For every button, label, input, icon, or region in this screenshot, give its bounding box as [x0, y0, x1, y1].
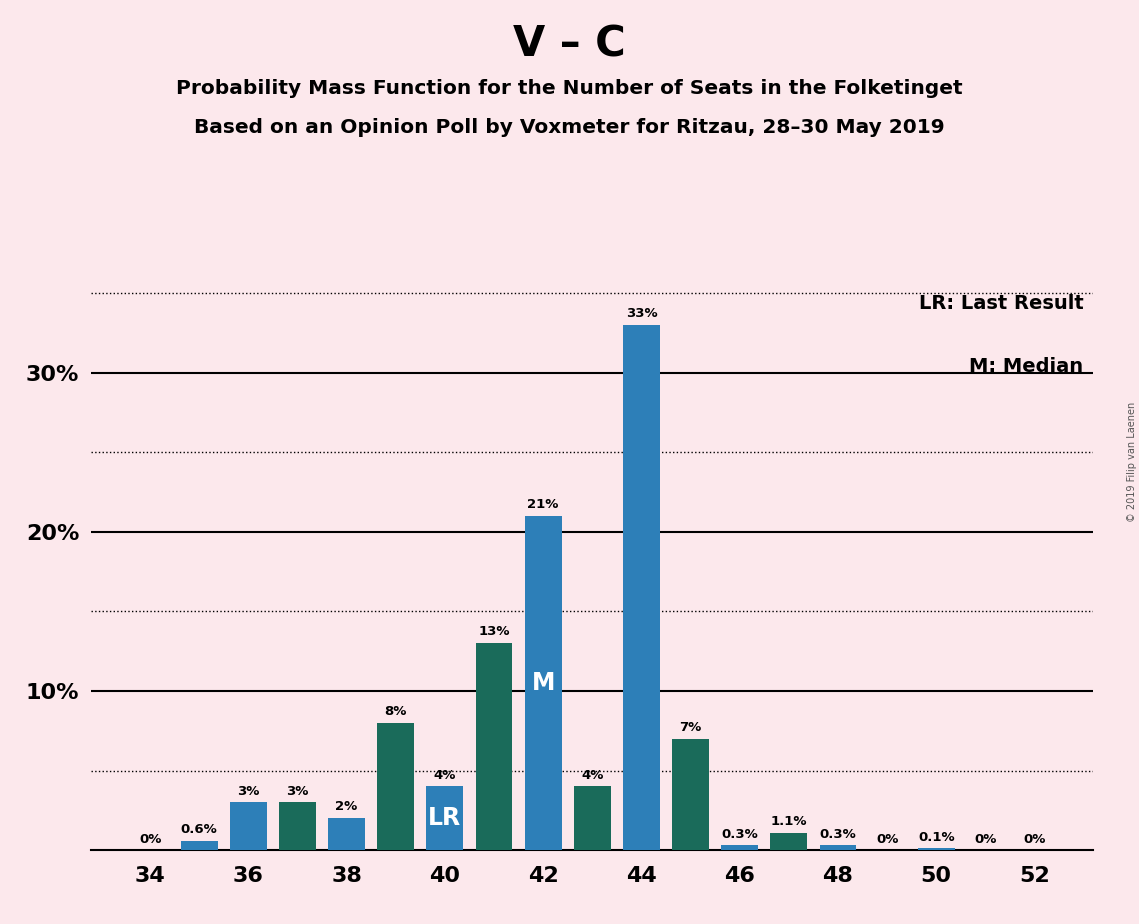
Text: M: Median: M: Median — [969, 358, 1083, 376]
Text: 0.3%: 0.3% — [721, 828, 759, 841]
Text: LR: LR — [428, 807, 461, 831]
Text: 33%: 33% — [625, 307, 657, 321]
Text: 4%: 4% — [434, 769, 456, 782]
Text: 4%: 4% — [581, 769, 604, 782]
Text: 2%: 2% — [336, 800, 358, 813]
Text: M: M — [532, 671, 555, 695]
Text: 3%: 3% — [237, 784, 260, 797]
Text: 21%: 21% — [527, 498, 559, 511]
Bar — [672, 738, 708, 850]
Bar — [377, 723, 415, 850]
Text: 3%: 3% — [286, 784, 309, 797]
Bar — [476, 643, 513, 850]
Bar — [820, 845, 857, 850]
Text: © 2019 Filip van Laenen: © 2019 Filip van Laenen — [1126, 402, 1137, 522]
Bar — [721, 845, 759, 850]
Text: 0.6%: 0.6% — [181, 822, 218, 835]
Text: 0.3%: 0.3% — [820, 828, 857, 841]
Bar — [230, 802, 267, 850]
Text: 0%: 0% — [1023, 833, 1046, 846]
Bar — [574, 786, 611, 850]
Bar — [918, 848, 954, 850]
Bar — [279, 802, 316, 850]
Text: Based on an Opinion Poll by Voxmeter for Ritzau, 28–30 May 2019: Based on an Opinion Poll by Voxmeter for… — [194, 118, 945, 138]
Text: 0.1%: 0.1% — [918, 831, 954, 844]
Bar — [525, 516, 562, 850]
Bar — [181, 841, 218, 850]
Text: 7%: 7% — [680, 721, 702, 734]
Bar — [770, 833, 808, 850]
Bar — [328, 819, 364, 850]
Text: 8%: 8% — [385, 705, 407, 718]
Text: Probability Mass Function for the Number of Seats in the Folketinget: Probability Mass Function for the Number… — [177, 79, 962, 98]
Text: 13%: 13% — [478, 626, 510, 638]
Text: LR: Last Result: LR: Last Result — [919, 295, 1083, 313]
Bar — [426, 786, 464, 850]
Text: 1.1%: 1.1% — [771, 815, 808, 828]
Text: 0%: 0% — [139, 833, 162, 846]
Bar — [623, 325, 659, 850]
Text: 0%: 0% — [876, 833, 899, 846]
Text: 0%: 0% — [974, 833, 997, 846]
Text: V – C: V – C — [514, 23, 625, 65]
